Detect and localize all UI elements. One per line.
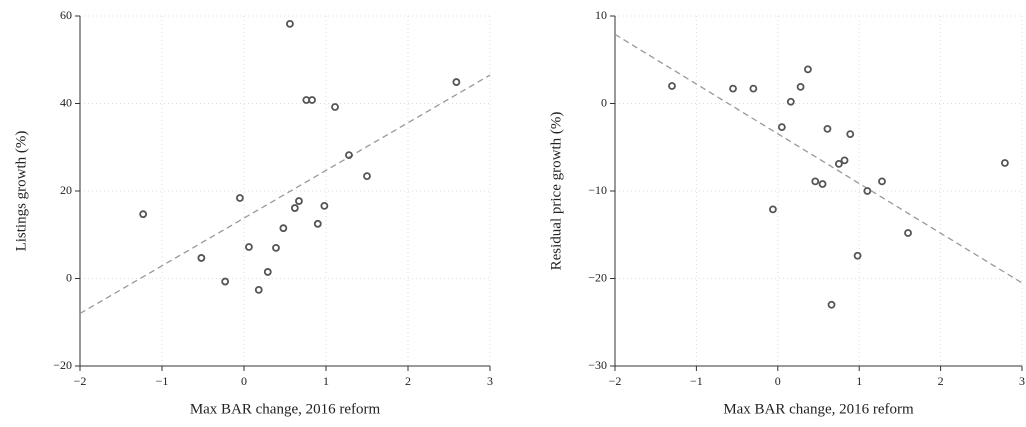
fit-line [614,33,1023,284]
point [320,201,329,210]
y-tick-label: 0 [601,95,607,109]
point [853,251,862,260]
point [804,65,812,74]
y-tick-label: −30 [588,358,607,372]
point [308,96,316,104]
point [295,197,303,205]
point [263,268,272,276]
point [290,204,299,212]
point [279,224,288,233]
x-tick-label: −2 [74,374,87,388]
point [1001,159,1009,167]
point [235,194,244,202]
x-tick-label: 2 [938,374,944,388]
point [840,156,849,165]
y-tick-label: 40 [60,95,72,109]
y-axis-label: Residual price growth (%) [548,112,564,271]
y-tick-label: 20 [60,183,72,197]
point [786,97,795,106]
point [313,219,322,228]
y-tick-label: 10 [595,8,607,22]
point [796,82,805,91]
x-tick-label: 0 [775,374,781,388]
point [827,300,836,309]
x-tick-label: −1 [690,374,703,388]
point [904,229,912,237]
point [846,130,855,139]
x-tick-label: 0 [241,374,247,388]
point [331,103,339,111]
x-axis-label: Max BAR change, 2016 reform [723,401,914,417]
point [863,187,872,195]
point [345,151,353,160]
point [823,124,832,133]
point [139,210,148,219]
x-tick-label: −2 [609,374,622,388]
y-axis-label: Listings growth (%) [13,131,29,252]
point [245,243,253,251]
y-tick-label: −20 [588,270,607,284]
point [286,19,294,28]
x-axis-label: Max BAR change, 2016 reform [190,401,381,417]
point [749,84,758,93]
point [818,180,827,188]
x-tick-label: −1 [156,374,169,388]
fit-line [79,74,491,315]
x-tick-label: 2 [405,374,411,388]
point [272,243,280,252]
y-tick-label: −20 [53,358,72,372]
point [668,82,676,90]
point [878,177,886,186]
point [769,205,777,214]
x-tick-label: 1 [856,374,862,388]
point [221,277,230,286]
point [452,78,461,86]
point [811,177,820,186]
y-tick-label: 60 [60,8,72,22]
x-tick-label: 3 [487,374,493,388]
point [729,84,737,93]
point [777,123,786,132]
point [363,172,371,181]
point [834,159,843,168]
y-tick-label: 0 [66,270,72,284]
x-tick-label: 1 [323,374,329,388]
point [197,254,206,262]
y-tick-label: −10 [588,183,607,197]
x-tick-label: 3 [1019,374,1025,388]
point [254,285,263,294]
